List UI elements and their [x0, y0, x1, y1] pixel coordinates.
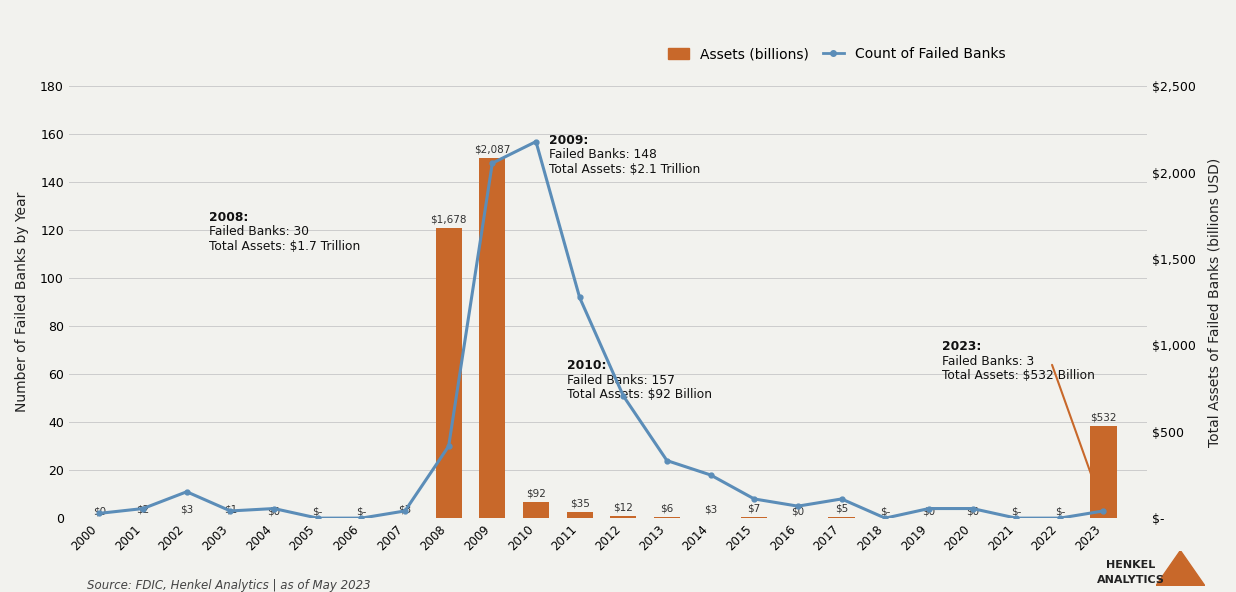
- Text: 2008:: 2008:: [209, 211, 248, 224]
- Bar: [828, 517, 854, 518]
- Bar: [611, 516, 637, 518]
- Text: $-: $-: [1011, 506, 1021, 516]
- Bar: [480, 157, 506, 518]
- Text: Failed Banks: 3: Failed Banks: 3: [942, 355, 1035, 368]
- Text: HENKEL: HENKEL: [1106, 560, 1156, 570]
- Text: Failed Banks: 148: Failed Banks: 148: [549, 149, 658, 162]
- Text: $0: $0: [93, 506, 106, 516]
- Text: $0: $0: [967, 506, 979, 516]
- Bar: [523, 502, 549, 518]
- Text: $35: $35: [570, 498, 590, 509]
- Text: Total Assets: $532 Billion: Total Assets: $532 Billion: [942, 369, 1095, 382]
- Y-axis label: Total Assets of Failed Banks (billions USD): Total Assets of Failed Banks (billions U…: [1208, 157, 1221, 447]
- Text: $5: $5: [836, 504, 848, 514]
- Text: $3: $3: [705, 504, 717, 514]
- Text: $3: $3: [398, 504, 412, 514]
- Text: Total Assets: $1.7 Trillion: Total Assets: $1.7 Trillion: [209, 240, 360, 253]
- Text: $2,087: $2,087: [475, 144, 510, 154]
- Text: $-: $-: [880, 506, 890, 516]
- Text: 2009:: 2009:: [549, 134, 588, 147]
- Polygon shape: [1156, 551, 1205, 586]
- Text: $2: $2: [136, 504, 150, 514]
- Text: $0: $0: [267, 506, 281, 516]
- Text: ANALYTICS: ANALYTICS: [1098, 575, 1164, 585]
- Text: $-: $-: [1054, 506, 1065, 516]
- Bar: [742, 517, 768, 518]
- Text: $7: $7: [748, 503, 761, 513]
- Text: $1,678: $1,678: [430, 215, 467, 225]
- Text: 2010:: 2010:: [566, 359, 606, 372]
- Text: $-: $-: [313, 506, 323, 516]
- Text: $92: $92: [527, 488, 546, 498]
- Text: $532: $532: [1090, 413, 1117, 423]
- Text: Source: FDIC, Henkel Analytics | as of May 2023: Source: FDIC, Henkel Analytics | as of M…: [87, 579, 370, 592]
- Text: $3: $3: [180, 504, 193, 514]
- Text: $0: $0: [922, 506, 936, 516]
- Bar: [654, 517, 680, 518]
- Text: $12: $12: [613, 503, 633, 513]
- Text: $-: $-: [356, 506, 367, 516]
- Text: 2023:: 2023:: [942, 340, 981, 353]
- Bar: [1090, 426, 1116, 518]
- Bar: [435, 229, 462, 518]
- Text: Total Assets: $92 Billion: Total Assets: $92 Billion: [566, 388, 712, 401]
- Text: Failed Banks: 30: Failed Banks: 30: [209, 225, 309, 238]
- Text: Total Assets: $2.1 Trillion: Total Assets: $2.1 Trillion: [549, 163, 701, 176]
- Bar: [566, 512, 593, 518]
- Text: $6: $6: [660, 504, 674, 513]
- Text: Failed Banks: 157: Failed Banks: 157: [566, 374, 675, 387]
- Text: $0: $0: [791, 506, 805, 516]
- Y-axis label: Number of Failed Banks by Year: Number of Failed Banks by Year: [15, 192, 28, 413]
- Text: $1: $1: [224, 504, 237, 514]
- Legend: Assets (billions), Count of Failed Banks: Assets (billions), Count of Failed Banks: [662, 41, 1011, 67]
